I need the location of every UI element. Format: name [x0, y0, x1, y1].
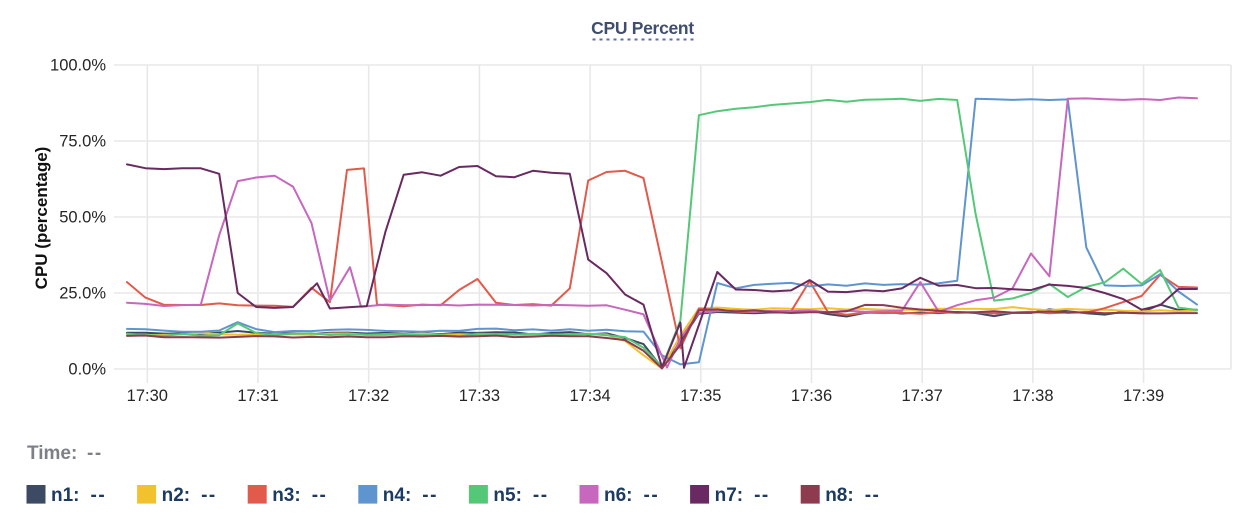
svg-text:n1:: n1: — [51, 485, 80, 506]
svg-text:100.0%: 100.0% — [50, 57, 106, 75]
svg-text:--: -- — [91, 485, 107, 506]
svg-text:17:34: 17:34 — [569, 387, 610, 405]
svg-text:n5:: n5: — [493, 485, 522, 506]
svg-text:17:32: 17:32 — [348, 387, 389, 405]
svg-text:17:36: 17:36 — [791, 387, 832, 405]
svg-text:--: -- — [644, 485, 660, 506]
svg-text:75.0%: 75.0% — [59, 133, 106, 151]
svg-text:17:38: 17:38 — [1012, 387, 1053, 405]
svg-text:CPU (percentage): CPU (percentage) — [32, 147, 51, 290]
svg-text:--: -- — [865, 485, 881, 506]
svg-text:--: -- — [201, 485, 217, 506]
svg-text:25.0%: 25.0% — [59, 285, 106, 303]
svg-text:0.0%: 0.0% — [68, 361, 106, 379]
svg-text:--: -- — [533, 485, 549, 506]
svg-text:n4:: n4: — [383, 485, 412, 506]
svg-text:--: -- — [422, 485, 438, 506]
svg-text:n2:: n2: — [162, 485, 191, 506]
svg-text:--: -- — [87, 443, 103, 464]
svg-text:--: -- — [754, 485, 770, 506]
svg-text:17:30: 17:30 — [127, 387, 168, 405]
svg-text:17:35: 17:35 — [680, 387, 721, 405]
svg-text:Time:: Time: — [27, 443, 77, 464]
svg-text:50.0%: 50.0% — [59, 209, 106, 227]
svg-text:17:39: 17:39 — [1123, 387, 1164, 405]
svg-text:17:33: 17:33 — [459, 387, 500, 405]
svg-text:n7:: n7: — [715, 485, 744, 506]
svg-text:n8:: n8: — [825, 485, 854, 506]
svg-text:CPU Percent: CPU Percent — [591, 18, 694, 38]
svg-text:n3:: n3: — [272, 485, 301, 506]
svg-text:n6:: n6: — [604, 485, 633, 506]
svg-text:17:37: 17:37 — [902, 387, 943, 405]
svg-text:--: -- — [312, 485, 328, 506]
svg-text:17:31: 17:31 — [237, 387, 278, 405]
